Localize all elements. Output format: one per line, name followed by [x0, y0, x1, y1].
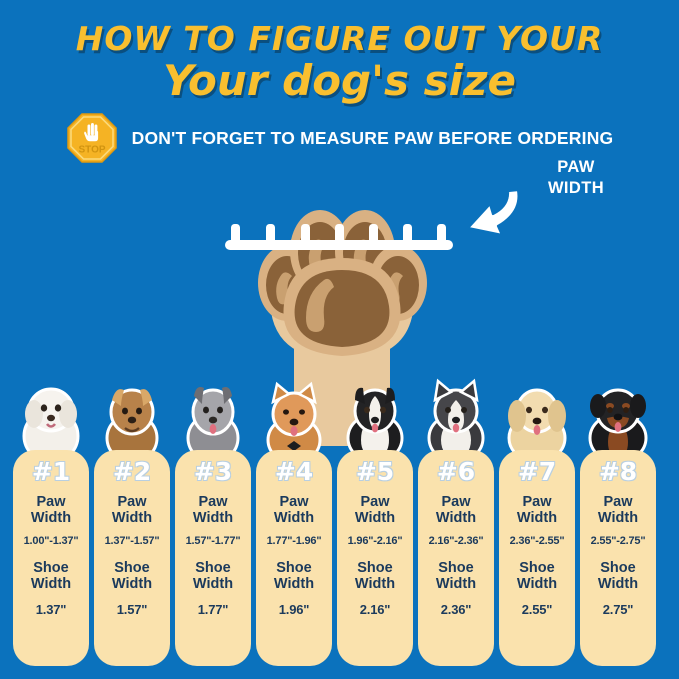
- paw-width-callout-line1: PAW: [557, 158, 595, 176]
- rottweiler-dog-photo: [588, 388, 648, 458]
- shoe-width-label-3: Shoe Width: [192, 560, 234, 592]
- size-card-4[interactable]: #4 Paw Width 1.77"-1.96" Shoe Width 1.96…: [256, 366, 332, 666]
- paw-width-value-7: 2.36"-2.55": [509, 535, 565, 548]
- border-collie-dog-photo: [346, 387, 404, 458]
- grey-shaggy-terrier-dog-photo: [186, 387, 240, 458]
- size-card-number-4: #4: [274, 457, 314, 486]
- size-card-5[interactable]: #5 Paw Width 1.96"-2.16" Shoe Width 2.16…: [337, 366, 413, 666]
- paw-width-value-4: 1.77"-1.96": [266, 535, 322, 548]
- page-title-line2: Your dog's size: [163, 55, 516, 105]
- size-card-body-8: #8 Paw Width 2.55"-2.75" Shoe Width 2.75…: [580, 450, 656, 666]
- size-card-number-2: #2: [112, 457, 152, 486]
- paw-width-value-8: 2.55"-2.75": [590, 535, 646, 548]
- shoe-width-label-7: Shoe Width: [516, 560, 558, 592]
- shoe-width-value-1: 1.37": [35, 601, 67, 617]
- shoe-width-label-8: Shoe Width: [597, 560, 639, 592]
- shoe-width-value-5: 2.16": [359, 601, 391, 617]
- shoe-width-label-4: Shoe Width: [273, 560, 315, 592]
- paw-width-value-2: 1.37"-1.57": [104, 535, 160, 548]
- paw-width-label-8: Paw Width: [597, 494, 639, 526]
- paw-width-label-3: Paw Width: [192, 494, 234, 526]
- shoe-width-value-8: 2.75": [602, 601, 634, 617]
- size-card-body-5: #5 Paw Width 1.96"-2.16" Shoe Width 2.16…: [337, 450, 413, 666]
- shoe-width-value-7: 2.55": [521, 601, 553, 617]
- size-card-body-1: #1 Paw Width 1.00"-1.37" Shoe Width 1.37…: [13, 450, 89, 666]
- yorkshire-terrier-dog-photo: [105, 388, 159, 458]
- shoe-width-label-6: Shoe Width: [435, 560, 477, 592]
- shoe-width-value-4: 1.96": [278, 601, 310, 617]
- size-cards-row: #1 Paw Width 1.00"-1.37" Shoe Width 1.37…: [13, 366, 666, 666]
- size-card-3[interactable]: #3 Paw Width 1.57"-1.77" Shoe Width 1.77…: [175, 366, 251, 666]
- paw-width-callout-line2: WIDTH: [547, 179, 605, 198]
- paw-width-value-1: 1.00"-1.37": [23, 535, 79, 548]
- maltese-white-dog-photo: [22, 387, 80, 458]
- size-card-number-5: #5: [355, 457, 395, 486]
- shoe-width-value-3: 1.77": [197, 601, 229, 617]
- shoe-width-label-2: Shoe Width: [111, 560, 153, 592]
- shoe-width-label-1: Shoe Width: [30, 560, 72, 592]
- paw-width-label-1: Paw Width: [30, 494, 72, 526]
- page-title-line1: HOW TO FIGURE OUT YOUR: [75, 19, 604, 58]
- size-card-body-3: #3 Paw Width 1.57"-1.77" Shoe Width 1.77…: [175, 450, 251, 666]
- shoe-width-label-5: Shoe Width: [354, 560, 396, 592]
- size-card-body-6: #6 Paw Width 2.16"-2.36" Shoe Width 2.36…: [418, 450, 494, 666]
- size-card-number-1: #1: [31, 457, 71, 486]
- paw-width-label-7: Paw Width: [516, 494, 558, 526]
- size-card-2[interactable]: #2 Paw Width 1.37"-1.57" Shoe Width 1.57…: [94, 366, 170, 666]
- measuring-ruler: [225, 222, 453, 254]
- size-card-7[interactable]: #7 Paw Width 2.36"-2.55" Shoe Width 2.55…: [499, 366, 575, 666]
- subtitle-text: DON'T FORGET TO MEASURE PAW BEFORE ORDER…: [131, 127, 614, 148]
- paw-width-label-2: Paw Width: [111, 494, 153, 526]
- curved-arrow-down-left-icon: [452, 186, 534, 244]
- shoe-width-value-6: 2.36": [440, 601, 472, 617]
- shoe-width-value-2: 1.57": [116, 601, 148, 617]
- size-card-number-3: #3: [193, 457, 233, 486]
- raised-hand-icon: [83, 123, 98, 142]
- paw-width-label-6: Paw Width: [435, 494, 477, 526]
- size-card-number-6: #6: [436, 457, 476, 486]
- paw-width-callout: PAW WIDTH: [496, 157, 656, 200]
- paw-width-value-6: 2.16"-2.36": [428, 535, 484, 548]
- size-card-8[interactable]: #8 Paw Width 2.55"-2.75" Shoe Width 2.75…: [580, 366, 656, 666]
- size-card-1[interactable]: #1 Paw Width 1.00"-1.37" Shoe Width 1.37…: [13, 366, 89, 666]
- shiba-inu-dog-photo: [266, 381, 322, 458]
- size-card-number-8: #8: [598, 457, 638, 486]
- header-titles: HOW TO FIGURE OUT YOUR Your dog's size: [0, 19, 679, 105]
- husky-dog-photo: [427, 378, 485, 458]
- stop-sign-text: STOP: [78, 145, 105, 156]
- paw-width-label-4: Paw Width: [273, 494, 315, 526]
- size-card-body-4: #4 Paw Width 1.77"-1.96" Shoe Width 1.96…: [256, 450, 332, 666]
- paw-width-value-3: 1.57"-1.77": [185, 535, 241, 548]
- stop-sign-icon: STOP: [66, 112, 118, 164]
- size-card-6[interactable]: #6 Paw Width 2.16"-2.36" Shoe Width 2.36…: [418, 366, 494, 666]
- golden-retriever-dog-photo: [507, 388, 567, 458]
- size-card-body-2: #2 Paw Width 1.37"-1.57" Shoe Width 1.57…: [94, 450, 170, 666]
- size-card-body-7: #7 Paw Width 2.36"-2.55" Shoe Width 2.55…: [499, 450, 575, 666]
- size-card-number-7: #7: [517, 457, 557, 486]
- paw-width-value-5: 1.96"-2.16": [347, 535, 403, 548]
- paw-width-label-5: Paw Width: [354, 494, 396, 526]
- subtitle-row: STOP DON'T FORGET TO MEASURE PAW BEFORE …: [0, 112, 679, 164]
